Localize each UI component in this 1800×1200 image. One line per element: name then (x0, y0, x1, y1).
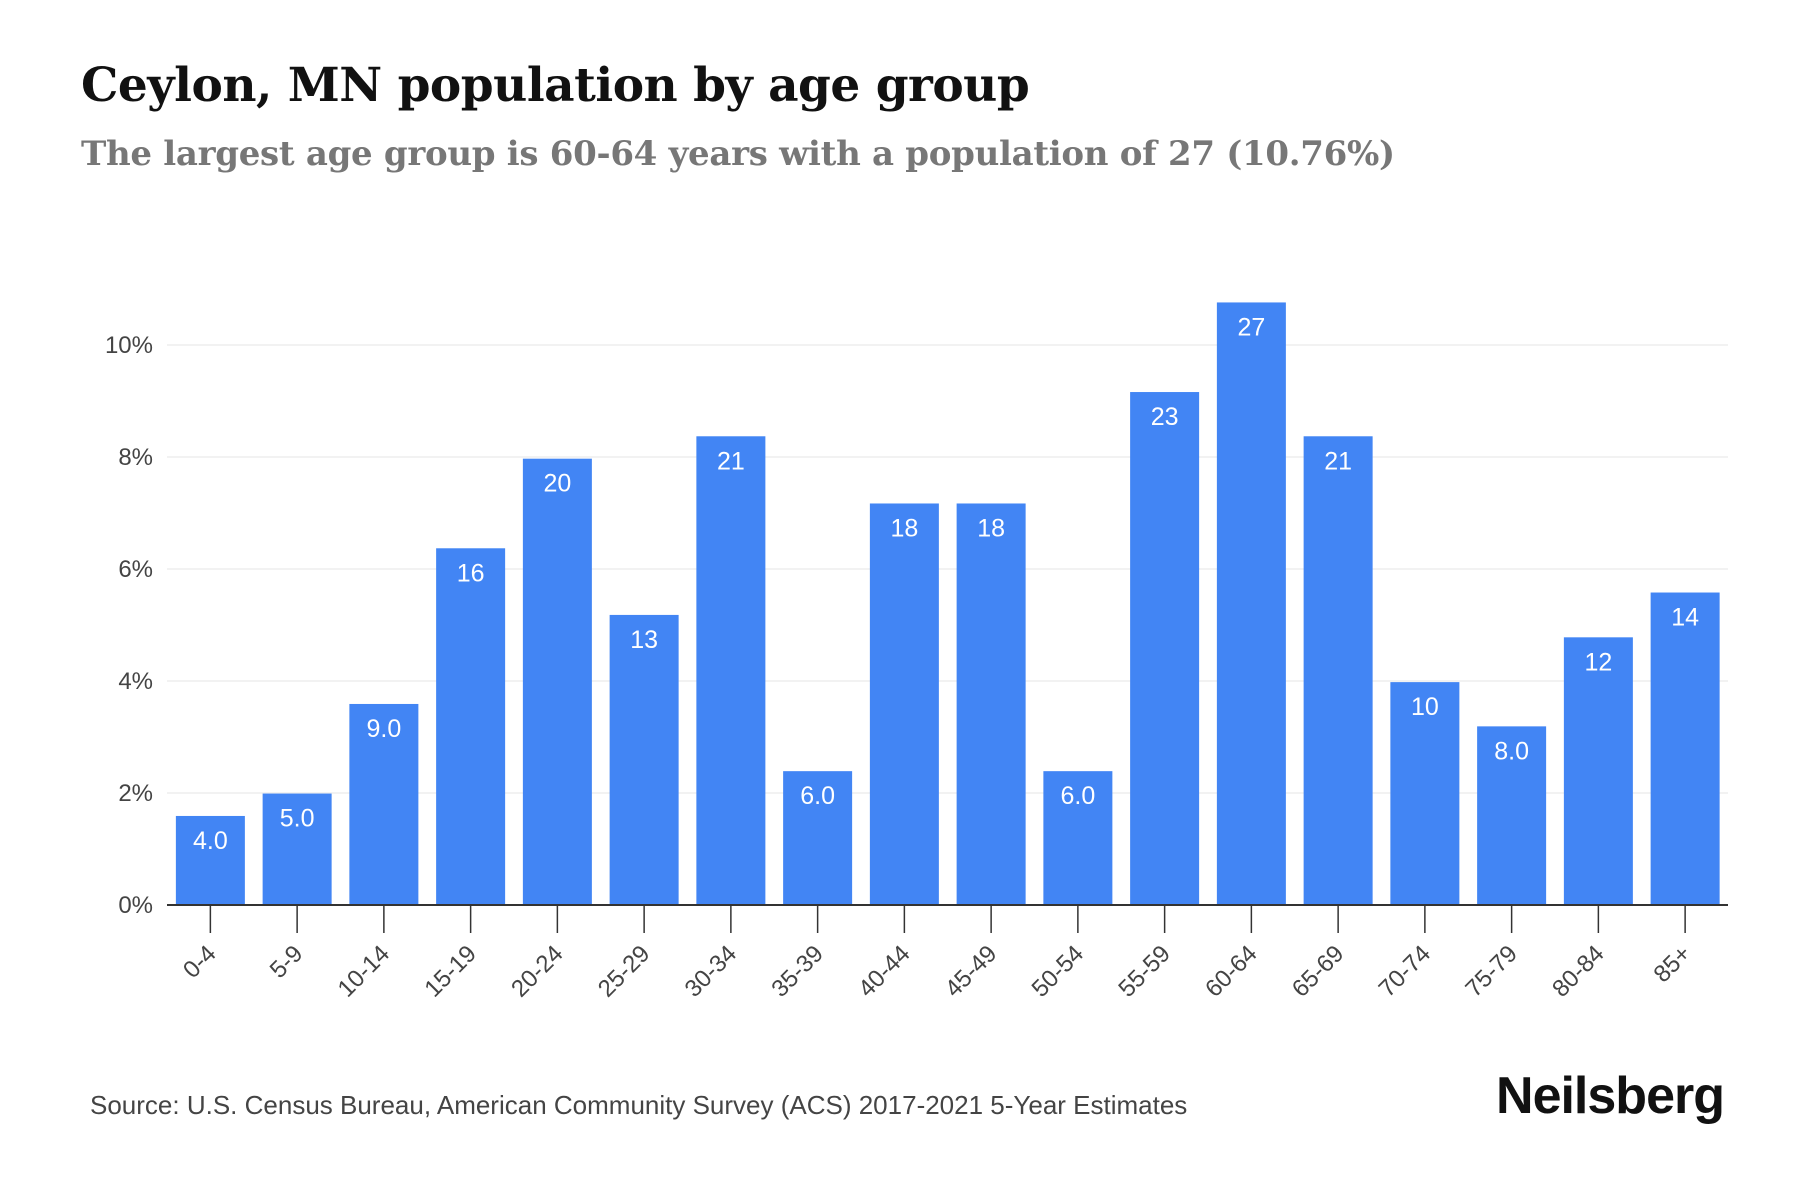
bar-35-39 (783, 771, 853, 905)
x-tick-label: 0-4 (178, 940, 222, 984)
y-tick-label: 10% (105, 332, 153, 359)
bar-value-label: 18 (890, 514, 918, 542)
x-tick-label: 10-14 (333, 940, 396, 1003)
y-tick-label: 4% (118, 668, 153, 695)
bar-5-9 (262, 793, 332, 905)
bar-value-label: 21 (717, 447, 745, 475)
bar-value-label: 8.0 (1494, 737, 1529, 765)
x-tick-label: 55-59 (1113, 940, 1176, 1003)
bar-value-labels: 4.0 5.0 9.0 16 20 13 21 6.0 18 18 6.0 23 27 21 10 8.0 12… (193, 313, 1699, 855)
x-tick-label: 50-54 (1027, 940, 1090, 1003)
bar-25-29 (609, 614, 679, 905)
bar-65-69 (1303, 436, 1373, 905)
x-tick-label: 85+ (1648, 940, 1696, 988)
x-tick-label: 75-79 (1460, 940, 1523, 1003)
x-tick-label: 35-39 (766, 940, 829, 1003)
x-tick-label: 40-44 (853, 940, 916, 1003)
x-tick-label: 25-29 (593, 940, 656, 1003)
bars (175, 302, 1720, 905)
bar-50-54 (1043, 771, 1113, 905)
x-tick-label: 15-19 (419, 940, 482, 1003)
bar-value-label: 5.0 (280, 805, 315, 833)
bar-value-label: 4.0 (193, 827, 228, 855)
bar-value-label: 20 (543, 470, 571, 498)
brand-logo: Neilsberg (1496, 1067, 1725, 1125)
y-axis-ticks: 0% 2% 4% 6% 8% 10% (105, 332, 153, 919)
bar-10-14 (349, 703, 419, 905)
bar-40-44 (869, 503, 939, 905)
x-tick-label: 20-24 (506, 940, 569, 1003)
bar-85+ (1650, 592, 1720, 905)
x-tick-label: 45-49 (940, 940, 1003, 1003)
y-tick-label: 0% (118, 892, 153, 919)
bar-value-label: 6.0 (800, 782, 835, 810)
bar-value-label: 10 (1411, 693, 1439, 721)
bar-15-19 (436, 548, 506, 905)
bar-value-label: 23 (1151, 403, 1179, 431)
bar-70-74 (1390, 682, 1460, 905)
chart-subtitle: The largest age group is 60-64 years wit… (81, 134, 1395, 174)
bar-value-label: 18 (977, 514, 1005, 542)
x-tick-label: 80-84 (1547, 940, 1610, 1003)
x-tick-label: 65-69 (1287, 940, 1350, 1003)
chart-title: Ceylon, MN population by age group (81, 58, 1030, 113)
bar-30-34 (696, 436, 766, 905)
x-tick-label: 30-34 (680, 940, 743, 1003)
source-note: Source: U.S. Census Bureau, American Com… (90, 1090, 1188, 1120)
bar-0-4 (175, 815, 245, 905)
bar-value-label: 6.0 (1060, 782, 1095, 810)
y-tick-label: 2% (118, 780, 153, 807)
bar-55-59 (1130, 392, 1200, 905)
bar-value-label: 13 (630, 626, 658, 654)
bar-45-49 (956, 503, 1026, 905)
bar-value-label: 16 (457, 559, 485, 587)
bar-20-24 (522, 458, 592, 905)
x-tick-label: 70-74 (1374, 940, 1437, 1003)
bar-value-label: 27 (1237, 313, 1265, 341)
bar-value-label: 12 (1584, 648, 1612, 676)
bar-80-84 (1563, 637, 1633, 905)
bar-value-label: 14 (1671, 604, 1699, 632)
x-axis-ticks: 0-4 5-9 10-14 15-19 20-24 25-29 30-34 35-39 40-4… (178, 905, 1696, 1003)
bar-75-79 (1477, 726, 1547, 905)
bar-value-label: 9.0 (366, 715, 401, 743)
gridlines (167, 344, 1728, 794)
x-tick-label: 60-64 (1200, 940, 1263, 1003)
y-tick-label: 6% (118, 556, 153, 583)
y-tick-label: 8% (118, 444, 153, 471)
x-tick-label: 5-9 (265, 940, 309, 984)
bar-value-label: 21 (1324, 447, 1352, 475)
bar-60-64 (1216, 302, 1286, 905)
